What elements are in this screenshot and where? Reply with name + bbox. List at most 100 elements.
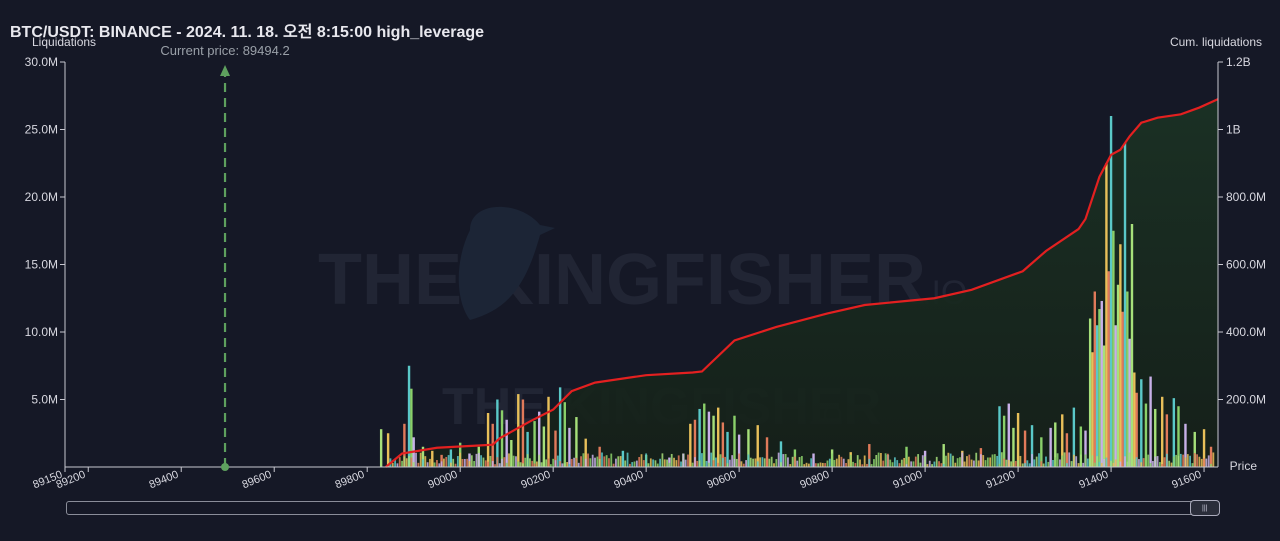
liquidation-bar xyxy=(547,396,550,467)
liquidation-bar-small xyxy=(610,453,613,467)
liquidation-bar-small xyxy=(970,459,973,467)
liquidation-bar-small xyxy=(749,457,752,467)
liquidation-bar xyxy=(779,441,783,467)
liquidation-bar-small xyxy=(900,459,903,467)
liquidation-bar-small xyxy=(1026,460,1029,467)
liquidation-bar xyxy=(1098,309,1101,467)
liquidation-bar xyxy=(717,407,720,467)
liquidation-bar-small xyxy=(405,458,408,467)
liquidation-bar-small xyxy=(1117,457,1119,467)
liquidation-bar xyxy=(386,433,390,467)
liquidation-bar xyxy=(1102,345,1106,467)
watermark-text-main: THE KINGFISHER xyxy=(318,240,926,320)
liquidation-bar-small xyxy=(580,456,582,467)
y2-tick-label: 200.0M xyxy=(1226,393,1266,407)
liquidation-bar xyxy=(1065,433,1069,467)
liquidation-bar-small xyxy=(1154,456,1157,467)
liquidation-bar-small xyxy=(1124,456,1126,467)
liquidation-bar-small xyxy=(573,457,575,467)
liquidation-bar xyxy=(1209,446,1213,467)
liquidation-bar-small xyxy=(538,454,541,467)
liquidation-bar-small xyxy=(591,454,594,467)
liquidation-bar xyxy=(1002,415,1006,467)
liquidation-bar-small xyxy=(1145,454,1147,467)
liquidation-bar xyxy=(868,444,871,467)
liquidation-bar-small xyxy=(1196,454,1198,467)
liquidation-bar-small xyxy=(391,462,394,467)
liquidation-bar-small xyxy=(905,464,908,467)
liquidation-bar-small xyxy=(1210,463,1212,467)
current-price-label: Current price: 89494.2 xyxy=(160,43,289,58)
liquidation-bar xyxy=(526,431,529,467)
range-scrollbar[interactable]: ||| xyxy=(66,500,1220,516)
liquidation-bar-small xyxy=(577,462,580,467)
liquidation-bar-small xyxy=(928,460,931,467)
liquidation-bar-small xyxy=(889,459,892,467)
liquidation-bar-small xyxy=(673,457,675,467)
liquidation-bar-small xyxy=(756,461,759,467)
liquidation-bar-small xyxy=(584,458,587,467)
liquidation-bar xyxy=(1172,398,1176,467)
liquidation-bar xyxy=(1119,244,1122,467)
liquidation-bar-small xyxy=(877,452,880,467)
liquidation-bar-small xyxy=(1200,458,1203,467)
range-scrollbar-handle[interactable]: ||| xyxy=(1190,500,1220,516)
liquidation-bar-small xyxy=(684,459,687,467)
liquidation-bar-small xyxy=(461,458,464,467)
liquidation-bar xyxy=(1184,423,1187,467)
liquidation-bar xyxy=(703,403,706,467)
liquidation-bar-small xyxy=(554,460,557,467)
liquidation-bar xyxy=(1012,427,1015,467)
liquidation-bar-small xyxy=(926,464,929,467)
liquidation-bar-small xyxy=(540,462,543,467)
liquidation-bar-small xyxy=(1038,453,1040,467)
liquidation-bar-small xyxy=(945,455,947,467)
y-tick-label: 10.0M xyxy=(25,325,58,339)
liquidation-bar-small xyxy=(847,459,850,467)
liquidation-bar-small xyxy=(1119,461,1122,467)
liquidation-bar xyxy=(1140,379,1143,467)
liquidation-bar-small xyxy=(798,457,801,467)
x-tick-label: 90600 xyxy=(705,469,738,492)
liquidation-bar-small xyxy=(647,463,650,467)
liquidation-bar-small xyxy=(680,461,682,467)
liquidation-bar-small xyxy=(910,461,913,467)
liquidation-bar xyxy=(1114,325,1117,467)
liquidation-bar-small xyxy=(568,463,571,467)
liquidation-bar xyxy=(693,419,697,467)
liquidation-bar-small xyxy=(1212,452,1215,467)
liquidation-bar-small xyxy=(666,459,668,467)
liquidation-bar-small xyxy=(1068,452,1071,467)
liquidation-bar-small xyxy=(603,456,606,467)
liquidation-bar-small xyxy=(1077,463,1080,467)
liquidation-bar-small xyxy=(1098,461,1101,467)
liquidation-bar-small xyxy=(1177,455,1180,467)
liquidation-bar-small xyxy=(1091,455,1094,467)
liquidation-bar xyxy=(410,388,413,467)
liquidation-bar-small xyxy=(1135,457,1138,467)
liquidation-bar-small xyxy=(408,456,410,467)
liquidation-bar-small xyxy=(394,458,396,467)
liquidation-bar-small xyxy=(410,457,413,467)
liquidation-bar xyxy=(1193,431,1196,467)
liquidation-bar-small xyxy=(1066,463,1068,467)
liquidation-bar-small xyxy=(986,457,989,467)
liquidation-bar-small xyxy=(1140,462,1143,467)
liquidation-bar-small xyxy=(833,459,836,467)
liquidation-bar-small xyxy=(456,456,459,467)
liquidation-bar-small xyxy=(1198,456,1201,467)
liquidation-bar-small xyxy=(963,461,966,467)
liquidation-bar xyxy=(747,429,750,467)
liquidation-bar xyxy=(517,394,520,467)
liquidation-bar-small xyxy=(635,460,638,467)
liquidation-bar-small xyxy=(628,463,631,467)
liquidation-bar-small xyxy=(780,462,782,467)
liquidation-bar-small xyxy=(633,461,636,467)
liquidation-bar-small xyxy=(436,460,438,467)
liquidation-bar-small xyxy=(1161,463,1164,467)
liquidation-bar-small xyxy=(631,462,634,467)
liquidation-bar-small xyxy=(775,459,778,467)
liquidation-bar-small xyxy=(763,458,766,467)
liquidation-bar xyxy=(1061,414,1064,467)
